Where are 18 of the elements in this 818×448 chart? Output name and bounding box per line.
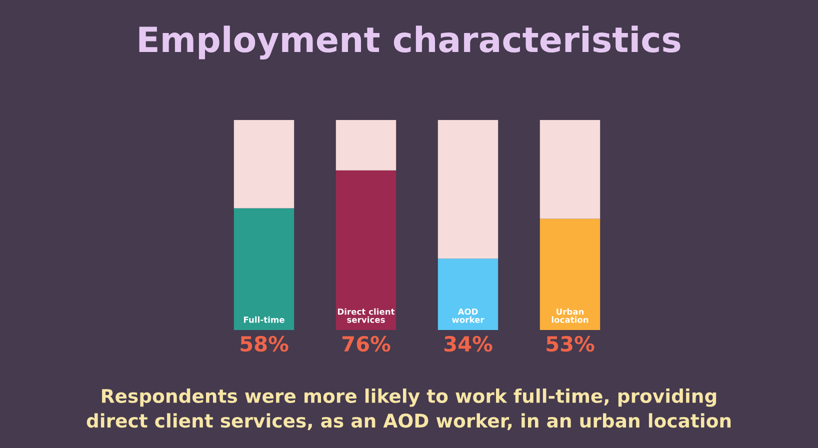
bar [438, 258, 498, 330]
bar [336, 170, 396, 330]
bar [336, 120, 396, 170]
bar [540, 120, 600, 219]
data-label: 53% [546, 336, 594, 352]
data-label: 76% [342, 336, 390, 352]
bar [438, 120, 498, 259]
bar [234, 208, 294, 330]
chart-title: Employment characteristics [139, 26, 680, 60]
x-tick-label: Urban location [552, 308, 588, 323]
text: Respondents were more likely to work full-time, providing direct client services, as an AOD worker, in an urban location [86, 388, 731, 430]
x-tick-label: AOD worker [452, 308, 484, 323]
bar [540, 218, 600, 330]
bar [234, 120, 294, 208]
data-label: 34% [444, 336, 492, 352]
x-tick-label: Full-time [244, 316, 284, 323]
x-tick-label: Direct client services [338, 308, 395, 323]
data-label: 58% [240, 336, 288, 352]
